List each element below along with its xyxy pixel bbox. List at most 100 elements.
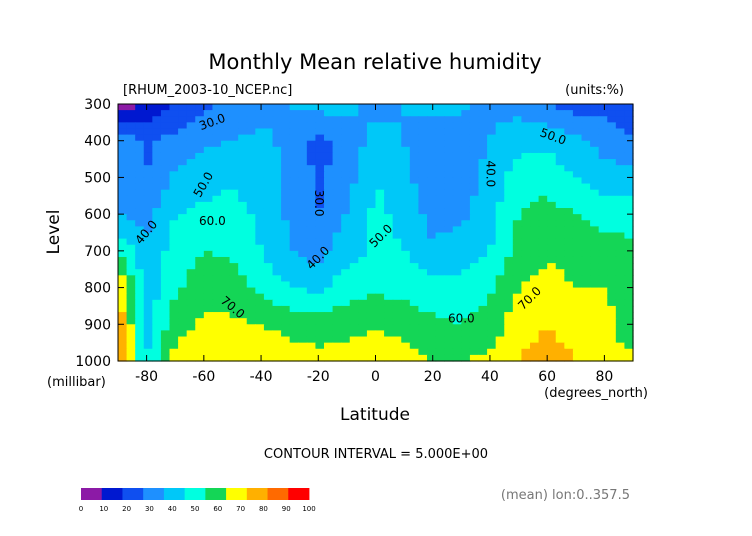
field-cell xyxy=(590,324,600,332)
field-cell xyxy=(160,330,171,338)
field-cell xyxy=(186,330,196,338)
field-cell xyxy=(366,110,377,117)
field-cell xyxy=(418,293,428,301)
field-cell xyxy=(221,208,231,215)
field-cell xyxy=(246,146,256,154)
field-cell xyxy=(135,189,145,197)
field-cell xyxy=(341,165,351,172)
field-cell xyxy=(332,189,342,197)
field-cell xyxy=(521,269,531,276)
field-cell xyxy=(135,312,145,319)
field-cell xyxy=(298,244,308,252)
field-cell xyxy=(555,208,565,215)
field-cell xyxy=(478,244,488,252)
field-cell xyxy=(178,165,188,172)
field-cell xyxy=(255,171,265,179)
field-cell xyxy=(615,336,626,344)
field-cell xyxy=(349,122,359,130)
field-cell xyxy=(547,128,557,136)
field-cell xyxy=(615,342,626,350)
field-cell xyxy=(289,269,299,276)
field-cell xyxy=(306,122,317,130)
field-cell xyxy=(349,348,359,356)
field-cell xyxy=(469,256,480,264)
field-cell xyxy=(118,208,128,215)
field-cell xyxy=(203,152,214,160)
field-cell xyxy=(289,293,299,301)
field-cell xyxy=(409,287,420,295)
field-cell xyxy=(444,177,454,185)
field-cell xyxy=(212,104,222,111)
field-cell xyxy=(478,110,488,117)
field-cell xyxy=(581,116,591,123)
field-cell xyxy=(375,287,385,295)
field-cell xyxy=(435,159,445,166)
field-cell xyxy=(341,238,351,246)
field-cell xyxy=(324,348,334,356)
field-cell xyxy=(186,336,196,344)
field-cell xyxy=(418,214,428,221)
field-cell xyxy=(366,287,377,295)
field-cell xyxy=(289,171,299,179)
field-cell xyxy=(504,220,514,227)
field-cell xyxy=(384,299,394,307)
field-cell xyxy=(384,312,394,319)
field-cell xyxy=(504,122,514,130)
field-cell xyxy=(461,244,471,252)
field-cell xyxy=(555,134,565,142)
field-cell xyxy=(169,324,179,332)
field-cell xyxy=(289,220,299,227)
field-cell xyxy=(461,293,471,301)
field-cell xyxy=(160,128,171,136)
field-cell xyxy=(590,250,600,258)
field-cell xyxy=(195,318,205,325)
field-cell xyxy=(186,177,196,185)
field-cell xyxy=(169,201,179,209)
field-cell xyxy=(607,281,617,289)
field-cell xyxy=(427,275,437,283)
field-cell xyxy=(504,293,514,301)
field-cell xyxy=(135,299,145,307)
field-cell xyxy=(272,342,282,350)
field-cell xyxy=(615,110,626,117)
field-cell xyxy=(444,159,454,166)
field-cell xyxy=(427,244,437,252)
field-cell xyxy=(495,220,505,227)
field-cell xyxy=(349,152,359,160)
field-cell xyxy=(143,336,153,344)
field-cell xyxy=(572,183,583,191)
field-cell xyxy=(401,128,411,136)
field-cell xyxy=(409,336,420,344)
field-cell xyxy=(401,281,411,289)
field-cell xyxy=(298,348,308,356)
field-cell xyxy=(358,201,368,209)
field-cell xyxy=(590,354,600,362)
field-cell xyxy=(118,269,128,276)
field-cell xyxy=(392,208,402,215)
field-cell xyxy=(530,195,540,203)
field-cell xyxy=(341,183,351,191)
field-cell xyxy=(504,269,514,276)
field-cell xyxy=(572,104,583,111)
field-cell xyxy=(538,152,548,160)
field-cell xyxy=(495,171,505,179)
field-cell xyxy=(478,293,488,301)
field-cell xyxy=(461,238,471,246)
field-cell xyxy=(263,263,274,270)
field-cell xyxy=(427,226,437,234)
field-cell xyxy=(581,281,591,289)
field-cell xyxy=(212,263,222,270)
field-cell xyxy=(143,312,153,319)
field-cell xyxy=(495,342,505,350)
field-cell xyxy=(615,195,626,203)
field-cell xyxy=(495,116,505,123)
field-cell xyxy=(255,312,265,319)
field-cell xyxy=(607,269,617,276)
field-cell xyxy=(195,354,205,362)
field-cell xyxy=(272,238,282,246)
field-cell xyxy=(461,201,471,209)
field-cell xyxy=(478,171,488,179)
field-cell xyxy=(238,342,248,350)
field-cell xyxy=(315,299,325,307)
field-cell xyxy=(221,238,231,246)
